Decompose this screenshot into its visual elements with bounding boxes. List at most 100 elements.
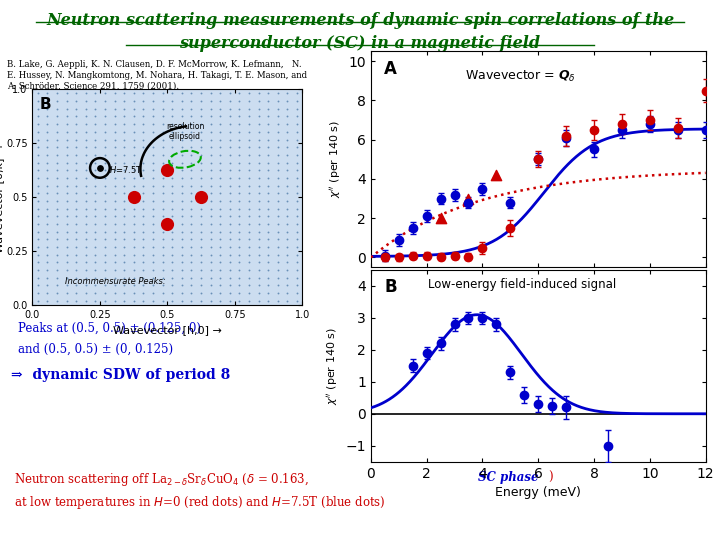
Point [215, 251, 226, 259]
Point [291, 135, 303, 144]
Point [195, 166, 207, 174]
Point [89, 127, 101, 136]
Point [224, 135, 235, 144]
Point [138, 289, 149, 298]
Point [463, 194, 474, 203]
Point [89, 242, 101, 251]
Point [51, 173, 63, 182]
Point [128, 89, 140, 98]
Point [109, 127, 120, 136]
Point [166, 143, 178, 152]
Point [243, 296, 255, 305]
Point [215, 135, 226, 144]
Point [195, 158, 207, 167]
Point [128, 197, 140, 205]
Point [51, 181, 63, 190]
Point [224, 251, 235, 259]
Text: and (0.5, 0.5) ± (0, 0.125): and (0.5, 0.5) ± (0, 0.125) [18, 343, 173, 356]
Point [215, 104, 226, 113]
Point [205, 89, 217, 98]
Point [138, 197, 149, 205]
Point [89, 120, 101, 129]
Point [51, 289, 63, 298]
Point [262, 258, 274, 267]
Point [195, 97, 207, 105]
Point [282, 289, 293, 298]
Point [89, 296, 101, 305]
Point [60, 235, 72, 244]
Point [224, 235, 235, 244]
Point [42, 197, 53, 205]
Point [253, 242, 264, 251]
Point [157, 120, 168, 129]
Point [147, 173, 158, 182]
Point [176, 266, 187, 274]
Point [215, 266, 226, 274]
Point [71, 235, 82, 244]
Point [99, 135, 111, 144]
Point [109, 227, 120, 236]
Point [233, 89, 245, 98]
Point [128, 235, 140, 244]
Point [32, 204, 43, 213]
Point [32, 112, 43, 121]
Point [262, 189, 274, 198]
Point [176, 143, 187, 152]
Point [80, 143, 91, 152]
Point [99, 143, 111, 152]
Point [32, 143, 43, 152]
Point [186, 235, 197, 244]
Point [128, 296, 140, 305]
Point [119, 242, 130, 251]
Point [176, 173, 187, 182]
Point [119, 112, 130, 121]
Text: resolution
ellipsoid: resolution ellipsoid [166, 122, 204, 141]
Point [233, 204, 245, 213]
Point [51, 296, 63, 305]
Point [71, 181, 82, 190]
Point [71, 89, 82, 98]
Point [157, 197, 168, 205]
Point [291, 235, 303, 244]
Point [71, 212, 82, 221]
Point [99, 266, 111, 274]
Point [128, 227, 140, 236]
Point [224, 242, 235, 251]
Point [71, 120, 82, 129]
Point [109, 120, 120, 129]
Point [215, 212, 226, 221]
Point [138, 127, 149, 136]
Point [253, 89, 264, 98]
Point [80, 181, 91, 190]
Point [224, 173, 235, 182]
Point [215, 181, 226, 190]
Point [119, 227, 130, 236]
Point [282, 151, 293, 159]
Point [42, 273, 53, 282]
Point [176, 197, 187, 205]
Point [42, 127, 53, 136]
Point [80, 220, 91, 228]
Point [186, 120, 197, 129]
Text: at low temperatures in $H$=0 (red dots) and $H$=7.5T (blue dots): at low temperatures in $H$=0 (red dots) … [14, 494, 386, 511]
Point [166, 227, 178, 236]
Point [243, 220, 255, 228]
Point [243, 212, 255, 221]
Point [80, 227, 91, 236]
Point [147, 281, 158, 290]
Point [291, 220, 303, 228]
Point [195, 189, 207, 198]
Point [253, 127, 264, 136]
Point [253, 112, 264, 121]
Point [109, 197, 120, 205]
Point [80, 242, 91, 251]
Point [272, 227, 284, 236]
Point [60, 104, 72, 113]
Point [195, 235, 207, 244]
Point [186, 197, 197, 205]
Point [215, 289, 226, 298]
Point [109, 220, 120, 228]
Point [272, 242, 284, 251]
Point [166, 220, 178, 228]
Point [215, 242, 226, 251]
